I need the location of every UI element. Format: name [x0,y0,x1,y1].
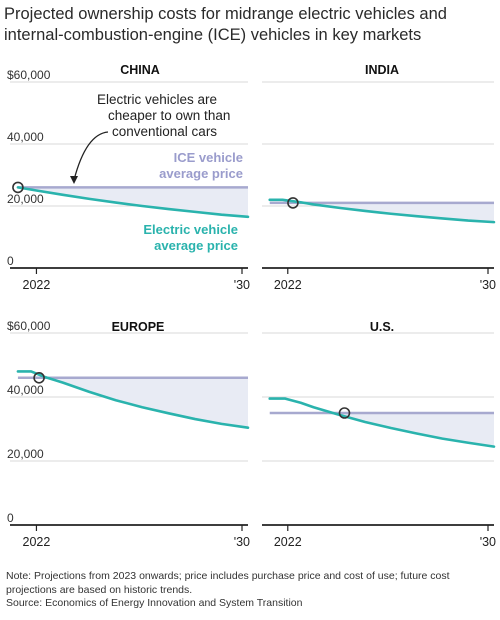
y-tick-label: 40,000 [7,383,44,397]
ev-label: average price [154,238,238,253]
ev-label: Electric vehicle [143,222,238,237]
ev-series-line [16,186,250,219]
x-tick-label: 2022 [23,278,51,292]
x-tick-label: '30 [234,535,250,549]
y-tick-label: 40,000 [7,130,44,144]
panel-title: CHINA [120,63,160,77]
crossover-marker [338,407,351,419]
footer-note: Note: Projections from 2023 onwards; pri… [6,570,450,596]
callout-arrowhead [70,176,78,184]
x-tick-label: 2022 [274,278,302,292]
x-tick-label: '30 [480,278,496,292]
crossover-marker [12,181,24,194]
panel-india: INDIA 2022 '30 [262,63,496,292]
gap-band [269,413,494,447]
ice-label: ICE vehicle [174,150,243,165]
callout-text: cheaper to own than [108,108,230,123]
x-tick-label: '30 [480,535,496,549]
y-tick-label: 20,000 [7,192,44,206]
gap-band [17,187,248,217]
chart-title: Projected ownership costs for midrange e… [4,5,447,44]
callout-leader [73,131,109,181]
ice-label: average price [159,166,243,181]
panel-us: U.S. 2022 '30 [262,320,496,549]
x-tick-label: '30 [234,278,250,292]
ev-series-line [268,198,496,224]
ev-series-line [268,397,496,448]
footer: Note: Projections from 2023 onwards; pri… [6,570,496,611]
y-tick-label: $60,000 [7,319,51,333]
y-tick-label: 20,000 [7,447,44,461]
panel-europe: $60,000 40,000 20,000 0 EUROPE 2022 '30 [7,319,250,549]
panel-china: $60,000 40,000 20,000 0 CHINA 2022 '30 Electric… [7,63,250,292]
callout-text: Electric vehicles are [97,92,217,107]
callout-text: conventional cars [112,124,217,139]
panel-title: EUROPE [112,320,165,334]
footer-source: Source: Economics of Energy Innovation a… [6,597,303,609]
gap-band [17,377,248,428]
panel-title: U.S. [370,320,394,334]
ev-series-line [16,370,250,430]
x-tick-label: 2022 [23,535,51,549]
y-tick-label: 0 [7,511,14,525]
crossover-marker [287,197,299,209]
x-tick-label: 2022 [274,535,302,549]
crossover-marker [33,371,45,384]
y-tick-label: 0 [7,254,14,268]
y-tick-label: $60,000 [7,68,51,82]
panel-title: INDIA [365,63,399,77]
